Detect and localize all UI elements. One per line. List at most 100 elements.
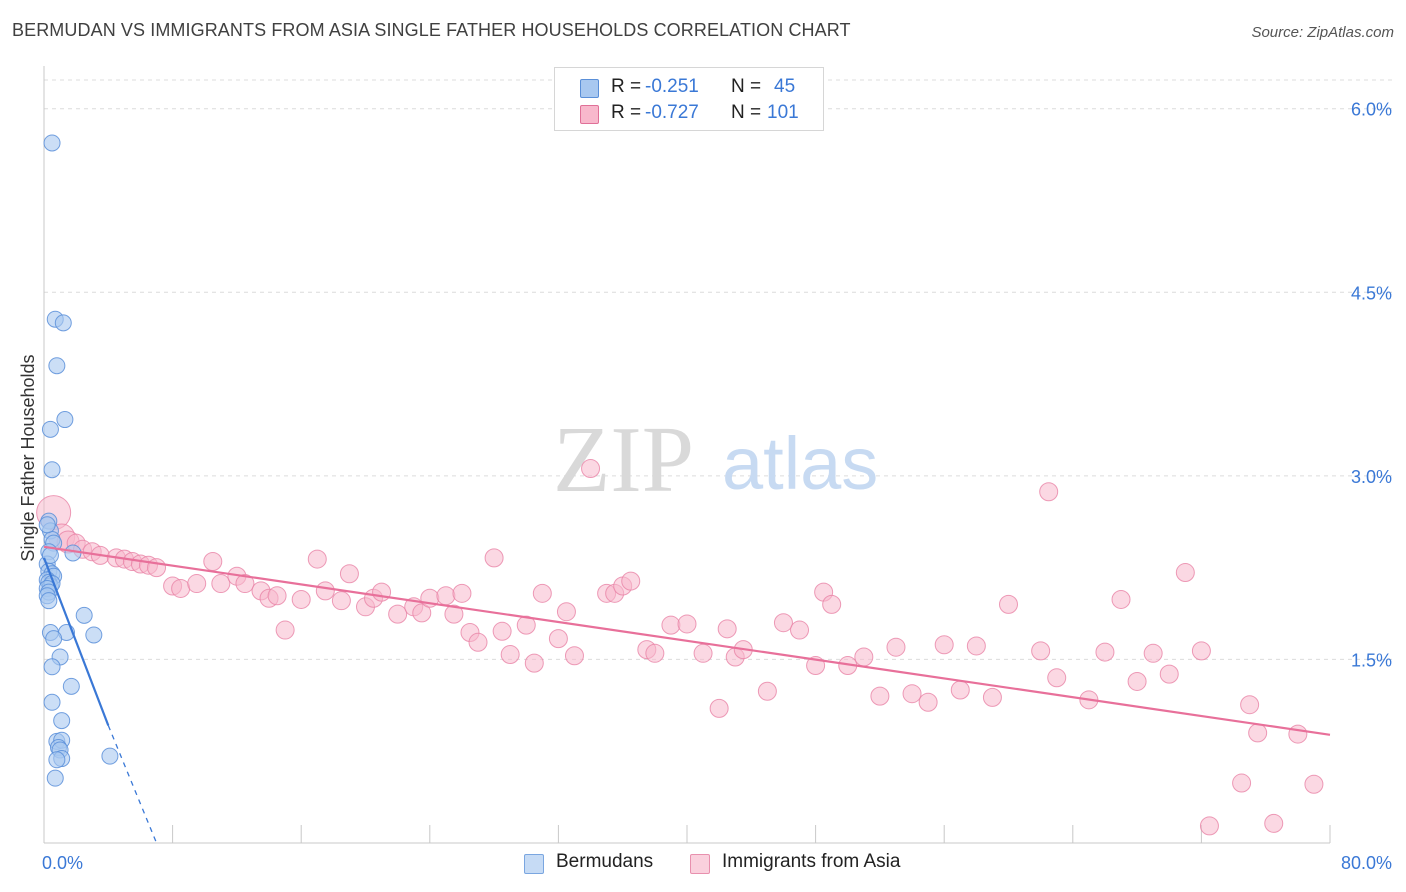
immigrants-point bbox=[1199, 816, 1219, 836]
immigrants-point bbox=[1264, 813, 1284, 833]
immigrants-point bbox=[717, 619, 737, 639]
immigrants-point bbox=[1248, 723, 1268, 743]
immigrants-legend-swatch bbox=[690, 854, 710, 874]
watermark-zip: ZIP bbox=[553, 408, 694, 512]
bermudans-point bbox=[62, 677, 80, 695]
immigrants-point bbox=[532, 583, 552, 603]
immigrants-point bbox=[468, 632, 488, 652]
legend-row-bermudans: R = -0.251 N = 45 bbox=[555, 75, 823, 101]
immigrants-point bbox=[693, 643, 713, 663]
immigrants-point bbox=[307, 549, 327, 569]
immigrants-point bbox=[1111, 589, 1131, 609]
bermudans-swatch bbox=[580, 79, 599, 98]
immigrants-point bbox=[203, 552, 223, 572]
legend-row-immigrants-from-asia: R = -0.727 N = 101 bbox=[555, 101, 823, 127]
bermudans-point bbox=[38, 516, 56, 534]
r-label: R = bbox=[611, 102, 642, 123]
watermark: ZIP atlas bbox=[553, 408, 878, 512]
bermudans-point bbox=[56, 411, 74, 429]
immigrants-point bbox=[211, 574, 231, 594]
immigrants-point bbox=[1039, 482, 1059, 502]
immigrants-point bbox=[492, 621, 512, 641]
watermark-atlas: atlas bbox=[722, 422, 878, 505]
immigrants-point bbox=[291, 589, 311, 609]
n-value: 45 bbox=[774, 76, 796, 97]
immigrants-point bbox=[556, 602, 576, 622]
immigrants-point bbox=[1240, 695, 1260, 715]
immigrants-point bbox=[1095, 642, 1115, 662]
immigrants-point bbox=[452, 583, 472, 603]
immigrants-point bbox=[645, 643, 665, 663]
immigrants-swatch bbox=[580, 105, 599, 124]
immigrants-point bbox=[267, 586, 287, 606]
immigrants-point bbox=[870, 686, 890, 706]
r-label: R = bbox=[611, 76, 642, 97]
bermudans-point bbox=[53, 712, 71, 730]
immigrants-point bbox=[235, 574, 255, 594]
y-tick-label: 6.0% bbox=[1351, 100, 1392, 120]
immigrants-point bbox=[1143, 643, 1163, 663]
r-value: -0.727 bbox=[645, 102, 699, 123]
n-label: N = bbox=[731, 76, 762, 97]
chart-title: BERMUDAN VS IMMIGRANTS FROM ASIA SINGLE … bbox=[12, 20, 851, 40]
bermudans-trend-extension bbox=[107, 725, 158, 844]
immigrants-point bbox=[564, 646, 584, 666]
x-tick-label: 80.0% bbox=[1341, 853, 1392, 873]
bermudans-legend-swatch bbox=[524, 854, 544, 874]
immigrants-point bbox=[1232, 773, 1252, 793]
immigrants-point bbox=[934, 635, 954, 655]
tick-labels: 1.5% 3.0% 4.5% 6.0% 0.0% 80.0% bbox=[42, 100, 1392, 873]
bermudans-point bbox=[40, 592, 58, 610]
immigrants-point bbox=[709, 698, 729, 718]
bermudans-legend-label: Bermudans bbox=[556, 851, 654, 872]
bermudans-point bbox=[46, 769, 64, 787]
immigrants-point bbox=[982, 687, 1002, 707]
immigrants-point bbox=[500, 645, 520, 665]
immigrants-point bbox=[999, 594, 1018, 614]
bermudans-point bbox=[85, 626, 103, 644]
immigrants-point bbox=[331, 591, 351, 611]
n-value: 101 bbox=[767, 102, 799, 123]
bermudans-point bbox=[43, 461, 61, 479]
immigrants-point bbox=[773, 613, 793, 633]
immigrants-point bbox=[581, 459, 601, 479]
immigrants-point bbox=[1031, 641, 1051, 661]
immigrants-point bbox=[372, 582, 392, 602]
immigrants-point bbox=[444, 604, 464, 624]
r-value: -0.251 bbox=[645, 76, 699, 97]
immigrants-point bbox=[1191, 641, 1211, 661]
y-tick-label: 4.5% bbox=[1351, 283, 1392, 303]
immigrants-point bbox=[918, 692, 938, 712]
immigrants-point bbox=[854, 647, 874, 667]
bermudans-trend-line bbox=[42, 557, 110, 726]
immigrants-point bbox=[524, 653, 544, 673]
trend-lines bbox=[42, 545, 1331, 844]
immigrants-point bbox=[677, 614, 697, 634]
immigrants-point bbox=[187, 574, 207, 594]
immigrants-point bbox=[757, 681, 777, 701]
immigrants-point bbox=[661, 615, 681, 635]
immigrants-point bbox=[1304, 774, 1324, 794]
stats-legend: R = -0.251 N = 45 R = -0.727 N = 101 bbox=[554, 67, 824, 131]
bermudans-point bbox=[41, 420, 59, 438]
immigrants-point bbox=[1175, 563, 1195, 583]
bermudans-point bbox=[48, 357, 66, 375]
immigrants-point bbox=[484, 548, 504, 568]
y-axis-label: Single Father Households bbox=[18, 354, 38, 561]
immigrants-legend-label: Immigrants from Asia bbox=[722, 851, 901, 872]
bermudans-points bbox=[38, 134, 119, 787]
immigrants-point bbox=[315, 581, 335, 601]
immigrants-point bbox=[388, 604, 408, 624]
source-label: Source: ZipAtlas.com bbox=[1251, 24, 1394, 41]
immigrants-point bbox=[436, 586, 456, 606]
bermudans-point bbox=[43, 693, 61, 711]
immigrants-point bbox=[339, 564, 359, 584]
bermudans-point bbox=[101, 747, 119, 765]
immigrants-point bbox=[966, 636, 986, 656]
immigrants-point bbox=[1127, 671, 1147, 691]
immigrants-point bbox=[822, 594, 842, 614]
bermudans-point bbox=[43, 134, 61, 152]
immigrants-point bbox=[950, 680, 970, 700]
immigrants-point bbox=[1288, 724, 1308, 744]
